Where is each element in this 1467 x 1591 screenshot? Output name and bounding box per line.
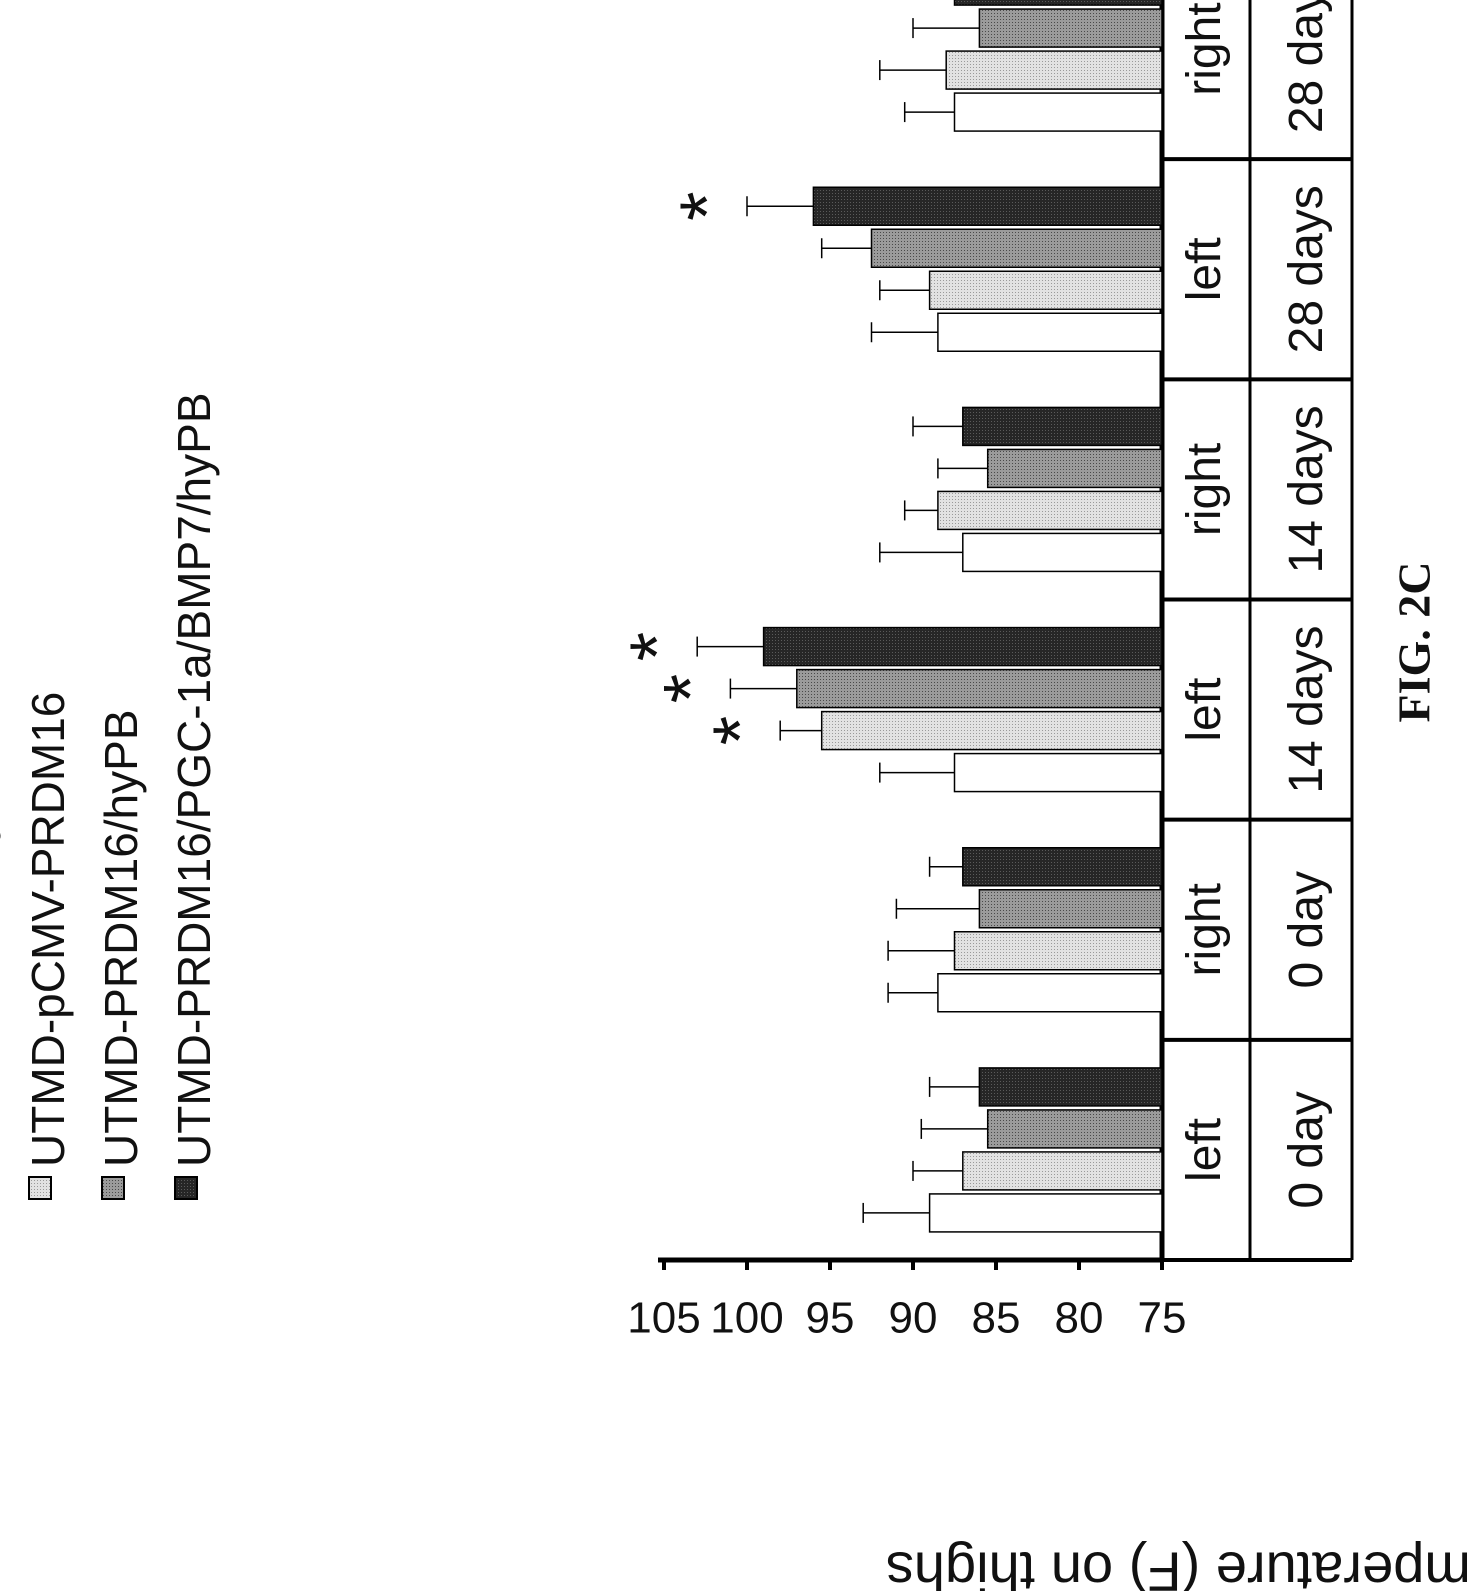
y-tick-label: 80 xyxy=(1055,1294,1104,1343)
bar xyxy=(978,889,1163,929)
bar xyxy=(986,1109,1163,1149)
category-time-label: 28 days xyxy=(1280,185,1333,353)
bar xyxy=(986,448,1163,489)
legend-entry: UTMD-DsRed/hyPB xyxy=(0,755,1,1167)
category-time-label: 14 days xyxy=(1280,405,1333,573)
significance-asterisk: * xyxy=(665,191,750,221)
bar xyxy=(962,406,1163,447)
category-time-label: 0 day xyxy=(1280,871,1333,988)
y-tick-label: 85 xyxy=(972,1294,1021,1343)
bar xyxy=(937,312,1163,352)
category-side-label: left xyxy=(1178,1118,1231,1182)
bar xyxy=(762,626,1163,667)
legend: UTMD-DsRed/hyPB UTMD-pCMV-PRDM16 UTMD-PRDM… xyxy=(0,393,220,1200)
legend-swatch xyxy=(28,1176,52,1200)
y-tick-label: 105 xyxy=(627,1294,700,1343)
y-tick-label: 90 xyxy=(889,1294,938,1343)
bar xyxy=(812,186,1163,226)
bar xyxy=(953,752,1163,793)
y-tick-label: 95 xyxy=(806,1294,855,1343)
bar xyxy=(937,973,1163,1013)
y-axis-label: Temperature (F) on thighs xyxy=(886,1541,1467,1591)
bar xyxy=(953,0,1163,6)
category-time-label: 0 day xyxy=(1280,1091,1333,1208)
bar xyxy=(962,532,1163,573)
y-tick-label: 100 xyxy=(710,1294,783,1343)
legend-entry: UTMD-pCMV-PRDM16 xyxy=(22,692,74,1167)
bar xyxy=(945,50,1163,90)
bar xyxy=(978,8,1163,48)
bar xyxy=(928,270,1163,310)
legend-swatch xyxy=(174,1176,198,1200)
bar xyxy=(870,228,1163,268)
category-time-label: 28 days xyxy=(1280,0,1333,133)
legend-entry: UTMD-PRDM16/PGC-1a/BMP7/hyPB xyxy=(168,393,220,1168)
category-side-label: left xyxy=(1178,237,1231,301)
legend-entry: UTMD-PRDM16/hyPB xyxy=(95,709,147,1167)
bar xyxy=(953,92,1163,132)
bar xyxy=(928,1193,1163,1233)
significance-asterisk: * xyxy=(615,632,700,662)
bar xyxy=(953,931,1163,971)
bar xyxy=(796,668,1163,709)
bar xyxy=(820,710,1163,751)
y-tick-label: 75 xyxy=(1138,1294,1187,1343)
bar xyxy=(962,1151,1163,1191)
figure-label: FIG. 2C xyxy=(1389,562,1440,723)
category-side-label: right xyxy=(1178,2,1231,95)
bar xyxy=(937,490,1163,531)
significance-asterisk: * xyxy=(648,674,733,704)
legend-swatch xyxy=(101,1176,125,1200)
category-side-label: right xyxy=(1178,883,1231,976)
bar xyxy=(962,847,1163,887)
category-side-label: left xyxy=(1178,678,1231,742)
category-time-label: 14 days xyxy=(1280,626,1333,794)
category-side-label: right xyxy=(1178,443,1231,536)
bar xyxy=(978,1067,1163,1107)
significance-asterisk: * xyxy=(698,716,783,746)
